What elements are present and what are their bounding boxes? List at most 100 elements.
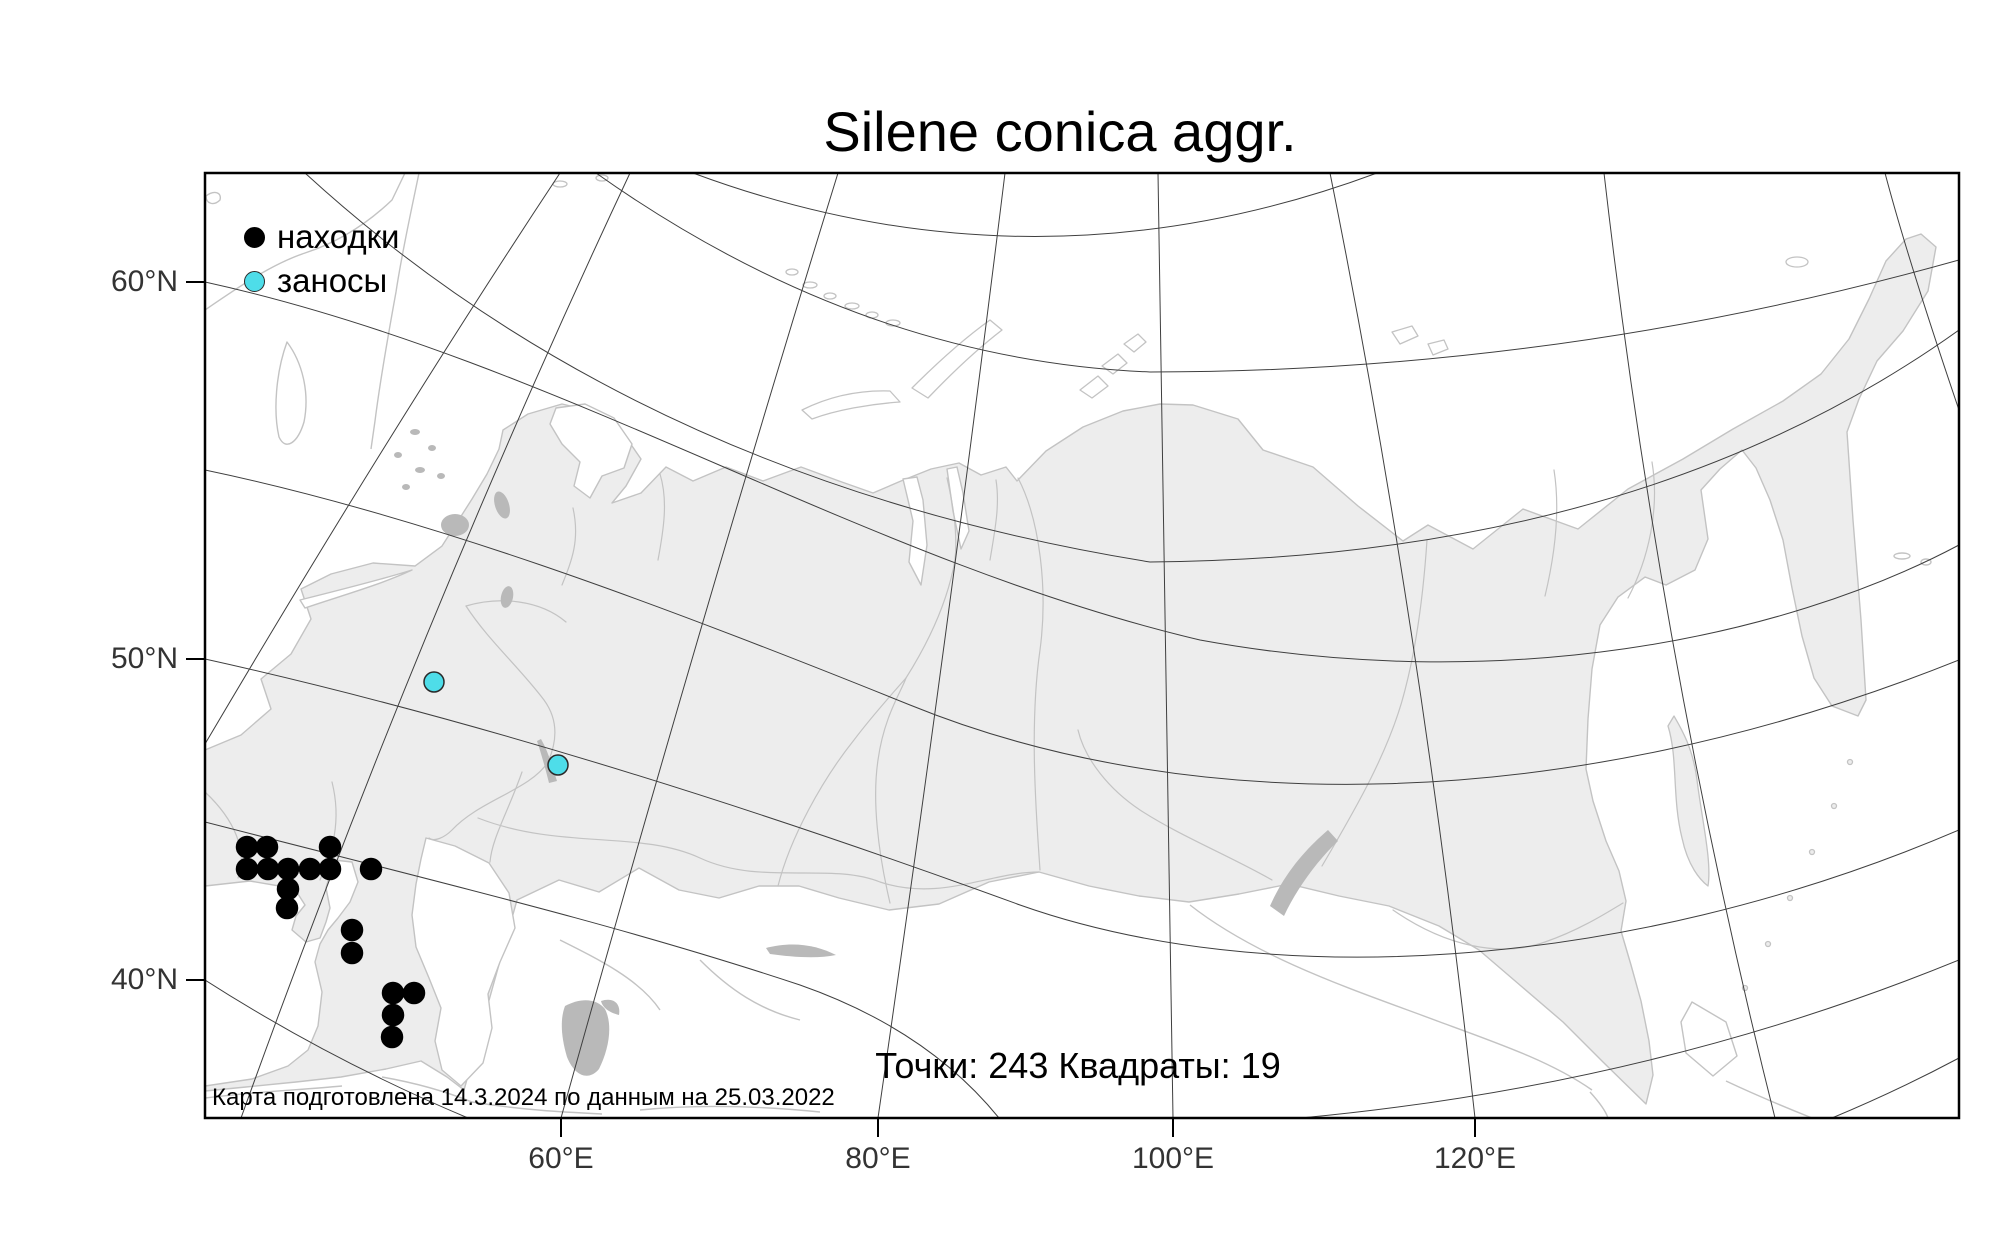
island-new-siberian-2: [1427, 339, 1449, 356]
parallel-70n: [595, 173, 1959, 373]
border-kazakhstan: [477, 817, 1040, 890]
coast-iran: [471, 1101, 603, 1115]
island-severnaya-3: [1123, 333, 1147, 353]
parallel-50n: [205, 658, 1959, 958]
lon-tick-label: 80°E: [845, 1142, 911, 1175]
axis-ticks: [186, 281, 1476, 1137]
lake-ladoga: [441, 514, 469, 536]
coast-korea: [1589, 1091, 1609, 1118]
meridian-160e: [1884, 173, 1959, 411]
map-legend: находки заносы: [244, 215, 399, 303]
points-findings: [235, 835, 426, 1049]
island-commander-2: [1920, 558, 1932, 566]
parallel-65n: [304, 173, 1959, 563]
parallel-45n-right: [1300, 959, 1959, 1118]
legend-item-findings: находки: [244, 215, 399, 259]
river-pechora: [657, 473, 666, 561]
coast-turkey-1: [205, 1085, 343, 1099]
lake-aral: [561, 1000, 610, 1076]
finding-point: [256, 857, 280, 881]
lake-aral-ne: [601, 999, 620, 1015]
legend-label-findings: находки: [277, 218, 400, 255]
ridge-kopetdag: [639, 1105, 821, 1113]
island-hokkaido: [1680, 1001, 1738, 1077]
meridian-40e: [240, 173, 631, 1118]
river-kama: [465, 600, 567, 623]
meridian-120e: [1329, 173, 1476, 1118]
finding-point: [359, 857, 383, 881]
gulf-of-bothnia: [275, 341, 307, 445]
island-sakhalin: [1667, 715, 1710, 887]
border-china: [1189, 904, 1593, 1091]
meridian-100e: [1157, 173, 1174, 1118]
parallel-75n: [692, 173, 1378, 237]
finding-point: [318, 835, 342, 859]
legend-item-introductions: заносы: [244, 259, 399, 303]
parallel-40n-right: [1831, 1057, 1959, 1118]
sea-caspian: [411, 837, 516, 1087]
island-severnaya-1: [1079, 375, 1109, 399]
coast-honshu: [1725, 1080, 1813, 1118]
lake-baikal: [1270, 830, 1338, 916]
lon-tick-label: 60°E: [528, 1142, 594, 1175]
page-title: Silene conica aggr.: [823, 100, 1297, 163]
island-new-siberian-1: [1391, 325, 1419, 345]
finding-point: [235, 857, 259, 881]
ridge-uzbek-1: [559, 939, 661, 1011]
foreign-coastlines: [205, 173, 1932, 1118]
ridge-uzbek-2: [699, 959, 801, 1021]
finding-point: [340, 941, 364, 965]
lon-tick-label: 120°E: [1433, 1142, 1517, 1175]
points-introductions: [423, 671, 569, 776]
meridian-80e: [877, 173, 1006, 1118]
lake-balkhash: [766, 944, 836, 958]
river-irtysh: [777, 677, 907, 887]
sea-white-sea: [549, 403, 633, 499]
river-amur: [1392, 902, 1624, 950]
lon-tick-label: 100°E: [1131, 1142, 1215, 1175]
lat-tick-label: 50°N: [110, 642, 178, 675]
findings-dot-icon: [244, 226, 265, 248]
finding-point: [402, 981, 426, 1005]
finding-point: [276, 857, 300, 881]
finding-point: [276, 877, 300, 901]
lakes: [394, 429, 1338, 1076]
island-norway: [205, 191, 221, 205]
stats-text: Точки: 243 Квадраты: 19: [875, 1045, 1281, 1086]
island-novaya-zemlya-north: [911, 319, 1003, 399]
finding-point: [255, 835, 279, 859]
river-yenisei: [1017, 477, 1044, 871]
introduction-point: [547, 754, 569, 776]
lake-onega: [494, 491, 510, 519]
coast-scandinavia-east: [370, 173, 420, 450]
finding-point: [380, 1025, 404, 1049]
parallel-60n: [205, 281, 1959, 663]
river-indigirka: [1544, 469, 1558, 597]
sea-ob-gulf-1: [902, 476, 928, 586]
lake-rybinsk: [500, 586, 514, 608]
finding-point: [340, 918, 364, 942]
island-commander-1: [1893, 552, 1911, 560]
finding-point: [381, 981, 405, 1005]
parallel-55n: [205, 469, 1959, 785]
coast-scandinavia-west: [205, 173, 406, 311]
arctic-islands: [552, 174, 1854, 992]
meridian-60e: [560, 173, 839, 1118]
finding-point: [235, 835, 259, 859]
introductions-dot-icon: [244, 270, 265, 292]
introduction-point: [423, 671, 445, 693]
finding-point: [275, 896, 299, 920]
river-taz: [989, 479, 999, 561]
coast-turkey-2: [381, 1076, 473, 1103]
landmass-russia: [205, 233, 1937, 1105]
finding-point: [318, 857, 342, 881]
lat-tick-label: 60°N: [110, 265, 178, 298]
meridian-20e: [205, 173, 561, 745]
river-dvina: [561, 507, 577, 586]
meridian-140e: [1603, 173, 1776, 1118]
island-novaya-zemlya-south: [801, 390, 901, 420]
islands-kurils: [1741, 758, 1854, 992]
sea-gulf-of-finland: [299, 569, 413, 609]
